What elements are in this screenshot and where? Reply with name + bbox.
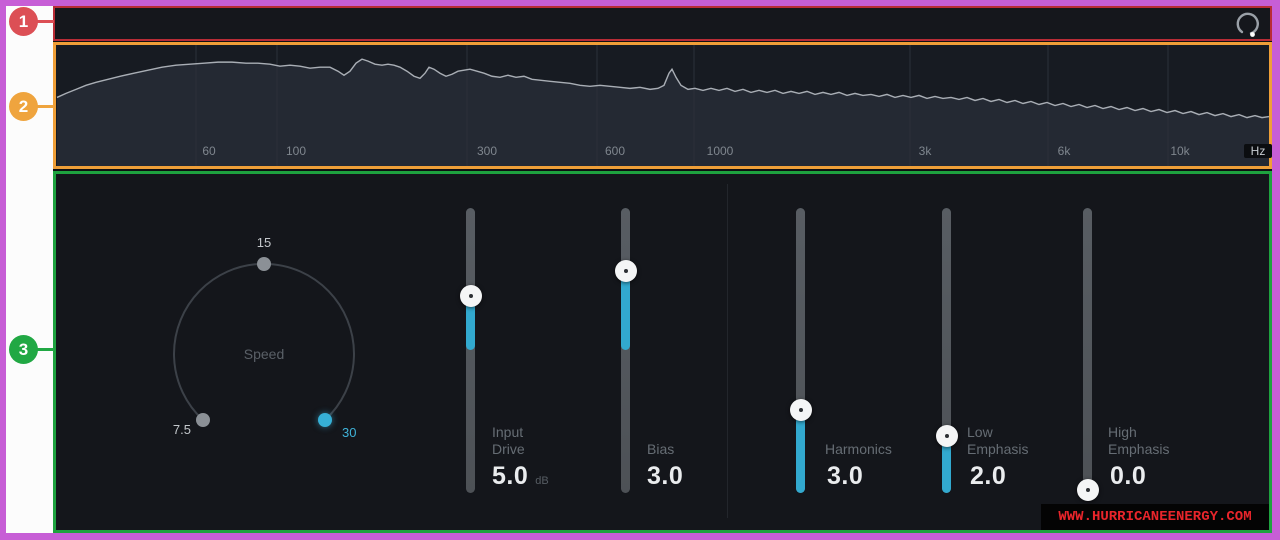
freq-unit-label: Hz — [1244, 144, 1272, 158]
low-emphasis-label: Low Emphasis — [967, 418, 1028, 458]
speed-option-label-30[interactable]: 30 — [342, 425, 357, 440]
low-emphasis-slider[interactable] — [935, 208, 958, 493]
bias-label: Bias — [647, 418, 674, 458]
value-number: 5.0 — [492, 462, 529, 490]
badge-1-number: 1 — [18, 11, 29, 31]
label-line: Bias — [647, 441, 675, 457]
spectrum-analyzer: 60 100 300 600 1000 3k 6k 10k Hz — [53, 42, 1272, 169]
slider-thumb[interactable] — [1076, 479, 1099, 502]
history-button[interactable] — [1234, 10, 1262, 38]
slider-thumb-dot — [944, 434, 949, 438]
high-emphasis-value: 0.0 — [1110, 462, 1153, 491]
watermark: WWW.HURRICANEENERGY.COM — [1041, 504, 1269, 530]
label-line: Harmonics — [825, 441, 892, 457]
harmonics-value: 3.0 — [827, 462, 870, 491]
speed-option-dot-15[interactable] — [257, 257, 271, 271]
high-emphasis-slider[interactable] — [1076, 208, 1099, 502]
bias-value: 3.0 — [647, 462, 690, 491]
plugin-topbar — [53, 6, 1272, 41]
value-number: 3.0 — [647, 462, 684, 490]
badge-1-connector — [35, 20, 54, 23]
controls-panel: 15 7.5 30 Speed Input Drive 5.0 dB Bias — [53, 171, 1272, 533]
speed-knob-label: Speed — [243, 346, 285, 362]
slider-fill — [796, 416, 805, 493]
label-line: Emphasis — [967, 441, 1029, 457]
speed-option-dot-7.5[interactable] — [196, 413, 210, 427]
badge-3-number: 3 — [18, 339, 29, 359]
freq-tick-label: 1000 — [706, 144, 734, 158]
annotation-badge-3: 3 — [9, 335, 38, 364]
low-emphasis-value: 2.0 — [970, 462, 1013, 491]
harmonics-slider[interactable] — [789, 208, 812, 493]
slider-thumb[interactable] — [789, 399, 812, 422]
slider-fill — [466, 296, 475, 351]
slider-track[interactable] — [942, 208, 951, 493]
harmonics-label: Harmonics — [825, 418, 892, 458]
value-number: 0.0 — [1110, 462, 1147, 490]
slider-fill — [621, 270, 630, 351]
slider-thumb-dot — [1085, 488, 1090, 493]
slider-thumb[interactable] — [459, 285, 482, 308]
slider-thumb[interactable] — [614, 259, 637, 282]
freq-tick-label: 100 — [285, 144, 307, 158]
slider-track[interactable] — [1083, 208, 1092, 493]
slider-track[interactable] — [466, 208, 475, 493]
spectrum-curve — [56, 45, 1269, 166]
input-drive-label: Input Drive — [492, 418, 525, 458]
speed-option-label-7.5[interactable]: 7.5 — [172, 422, 191, 437]
badge-2-number: 2 — [18, 96, 29, 116]
badge-3-connector — [35, 348, 54, 351]
speed-option-dot-30[interactable] — [318, 413, 332, 427]
slider-thumb-dot — [798, 408, 803, 413]
freq-tick-label: 600 — [604, 144, 626, 158]
slider-thumb[interactable] — [935, 425, 958, 447]
slider-fill — [942, 441, 951, 493]
freq-tick-label: 6k — [1057, 144, 1071, 158]
high-emphasis-label: High Emphasis — [1108, 418, 1169, 458]
label-line: Emphasis — [1108, 441, 1170, 457]
input-drive-value: 5.0 dB — [492, 462, 549, 491]
annotation-margin — [6, 6, 53, 533]
value-number: 3.0 — [827, 462, 864, 490]
label-line: Drive — [492, 441, 525, 457]
freq-tick-label: 300 — [476, 144, 498, 158]
slider-thumb-dot — [623, 268, 628, 273]
bias-slider[interactable] — [614, 208, 637, 493]
section-divider — [727, 184, 728, 518]
annotation-badge-2: 2 — [9, 92, 38, 121]
freq-tick-label: 60 — [202, 144, 216, 158]
label-line: Input — [492, 424, 524, 440]
value-unit: dB — [535, 475, 549, 487]
label-line: High — [1108, 424, 1137, 440]
value-number: 2.0 — [970, 462, 1007, 490]
input-drive-slider[interactable] — [459, 208, 482, 493]
freq-tick-label: 10k — [1170, 144, 1190, 158]
badge-2-connector — [35, 105, 54, 108]
circular-arrow-icon — [1236, 12, 1259, 37]
speed-option-label-15[interactable]: 15 — [256, 235, 272, 250]
annotation-badge-1: 1 — [9, 7, 38, 36]
slider-thumb-dot — [468, 294, 473, 299]
slider-track[interactable] — [796, 208, 805, 493]
label-line: Low — [967, 424, 993, 440]
slider-track[interactable] — [621, 208, 630, 493]
freq-tick-label: 3k — [918, 144, 932, 158]
